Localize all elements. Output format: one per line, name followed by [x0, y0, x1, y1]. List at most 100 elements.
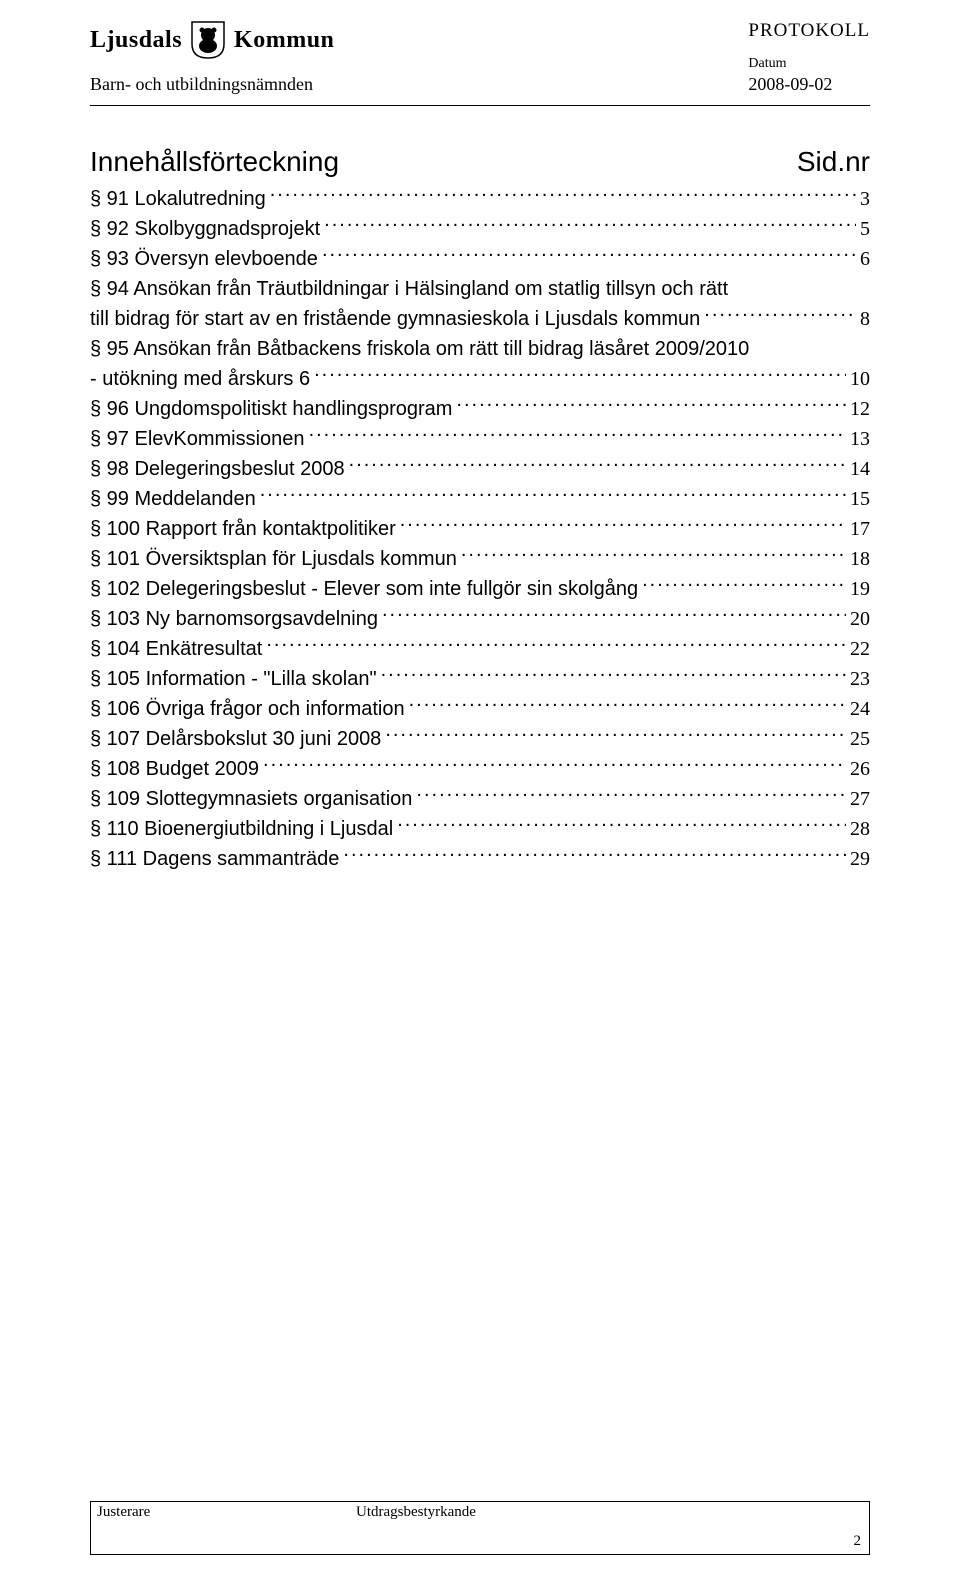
header-right-block: PROTOKOLL Datum 2008-09-02 [748, 20, 870, 95]
toc-item: § 92 Skolbyggnadsprojekt5 [90, 214, 870, 244]
toc-dot-leader [266, 635, 846, 655]
toc-dot-leader [324, 215, 856, 235]
footer-mid-label: Utdragsbestyrkande [356, 1504, 476, 1520]
footer-pagenum-cell: 2 [810, 1501, 870, 1555]
toc-item-text: § 102 Delegeringsbeslut - Elever som int… [90, 574, 638, 604]
toc-dot-leader [381, 665, 846, 685]
toc-item-page: 25 [850, 724, 870, 754]
toc-item-text: § 107 Delårsbokslut 30 juni 2008 [90, 724, 381, 754]
toc-item-page: 18 [850, 544, 870, 574]
toc-item-page: 14 [850, 454, 870, 484]
toc-dot-leader [343, 845, 846, 865]
toc-item: § 98 Delegeringsbeslut 2008 14 [90, 454, 870, 484]
page-header: Ljusdals Kommun Barn- och utbildningsnäm… [90, 20, 870, 95]
toc-dot-leader [456, 395, 846, 415]
toc-dot-leader [309, 425, 846, 445]
toc-item-text: § 108 Budget 2009 [90, 754, 259, 784]
header-left-block: Ljusdals Kommun Barn- och utbildningsnäm… [90, 20, 334, 95]
toc-item-text: § 101 Översiktsplan för Ljusdals kommun [90, 544, 457, 574]
org-name-right: Kommun [234, 27, 334, 54]
toc-item-page: 29 [850, 844, 870, 874]
toc-item: § 100 Rapport från kontaktpolitiker 17 [90, 514, 870, 544]
toc-item: - utökning med årskurs 610 [90, 364, 870, 394]
toc-item: § 105 Information - "Lilla skolan" 23 [90, 664, 870, 694]
toc-dot-leader [382, 605, 846, 625]
toc-item: § 103 Ny barnomsorgsavdelning20 [90, 604, 870, 634]
table-of-contents: Innehållsförteckning Sid.nr § 91 Lokalut… [90, 146, 870, 874]
toc-item: § 93 Översyn elevboende 6 [90, 244, 870, 274]
datum-value: 2008-09-02 [748, 74, 870, 95]
toc-item-page: 20 [850, 604, 870, 634]
toc-title: Innehållsförteckning [90, 146, 339, 178]
toc-dot-leader [270, 185, 856, 205]
toc-dot-leader [314, 365, 846, 385]
header-divider [90, 105, 870, 106]
toc-item: § 104 Enkätresultat 22 [90, 634, 870, 664]
department-name: Barn- och utbildningsnämnden [90, 74, 334, 95]
toc-item-page: 3 [860, 184, 870, 214]
bear-shield-icon [188, 20, 228, 60]
footer-left-label: Justerare [97, 1504, 150, 1520]
datum-label: Datum [748, 56, 870, 72]
toc-dot-leader [400, 515, 846, 535]
toc-item-text: till bidrag för start av en fristående g… [90, 304, 700, 334]
toc-item: § 111 Dagens sammanträde 29 [90, 844, 870, 874]
toc-item-text: § 93 Översyn elevboende [90, 244, 318, 274]
toc-item-page: 12 [850, 394, 870, 424]
toc-item: § 110 Bioenergiutbildning i Ljusdal28 [90, 814, 870, 844]
page-footer: Justerare Utdragsbestyrkande 2 [90, 1501, 870, 1555]
toc-item-page: 24 [850, 694, 870, 724]
toc-item-text: § 95 Ansökan från Båtbackens friskola om… [90, 334, 749, 364]
toc-item: § 97 ElevKommissionen 13 [90, 424, 870, 454]
toc-item-text: § 98 Delegeringsbeslut 2008 [90, 454, 345, 484]
toc-dot-leader [409, 695, 846, 715]
toc-item-page: 8 [860, 304, 870, 334]
toc-dot-leader [260, 485, 846, 505]
document-page: Ljusdals Kommun Barn- och utbildningsnäm… [0, 0, 960, 1583]
toc-item: § 101 Översiktsplan för Ljusdals kommun 1… [90, 544, 870, 574]
toc-item-text: § 96 Ungdomspolitiskt handlingsprogram [90, 394, 452, 424]
footer-utdrag-cell: Utdragsbestyrkande [350, 1501, 810, 1555]
toc-item: § 96 Ungdomspolitiskt handlingsprogram 12 [90, 394, 870, 424]
toc-item-text: § 97 ElevKommissionen [90, 424, 305, 454]
toc-item: § 102 Delegeringsbeslut - Elever som int… [90, 574, 870, 604]
toc-item-page: 15 [850, 484, 870, 514]
toc-item: § 91 Lokalutredning 3 [90, 184, 870, 214]
toc-list: § 91 Lokalutredning 3§ 92 Skolbyggnadspro… [90, 184, 870, 874]
toc-item: § 109 Slottegymnasiets organisation 27 [90, 784, 870, 814]
toc-item-text: § 100 Rapport från kontaktpolitiker [90, 514, 396, 544]
toc-title-row: Innehållsförteckning Sid.nr [90, 146, 870, 178]
toc-item: § 99 Meddelanden 15 [90, 484, 870, 514]
toc-item: § 108 Budget 200926 [90, 754, 870, 784]
footer-page-number: 2 [854, 1533, 862, 1550]
toc-item-text: § 104 Enkätresultat [90, 634, 262, 664]
toc-item-page: 13 [850, 424, 870, 454]
toc-item-page: 27 [850, 784, 870, 814]
toc-item: § 94 Ansökan från Träutbildningar i Häls… [90, 274, 870, 304]
toc-item-text: § 91 Lokalutredning [90, 184, 266, 214]
toc-dot-leader [349, 455, 846, 475]
toc-item-page: 22 [850, 634, 870, 664]
toc-item-page: 17 [850, 514, 870, 544]
toc-item-text: § 109 Slottegymnasiets organisation [90, 784, 412, 814]
toc-item-page: 6 [860, 244, 870, 274]
toc-dot-leader [322, 245, 856, 265]
toc-item-text: - utökning med årskurs 6 [90, 364, 310, 394]
toc-item-text: § 94 Ansökan från Träutbildningar i Häls… [90, 274, 728, 304]
toc-dot-leader [397, 815, 846, 835]
protokoll-label: PROTOKOLL [748, 20, 870, 42]
toc-item: § 107 Delårsbokslut 30 juni 2008 25 [90, 724, 870, 754]
toc-item-text: § 106 Övriga frågor och information [90, 694, 405, 724]
toc-item: till bidrag för start av en fristående g… [90, 304, 870, 334]
toc-item-text: § 111 Dagens sammanträde [90, 844, 339, 874]
toc-dot-leader [263, 755, 846, 775]
toc-item: § 106 Övriga frågor och information 24 [90, 694, 870, 724]
org-logo-row: Ljusdals Kommun [90, 20, 334, 60]
toc-item-page: 23 [850, 664, 870, 694]
toc-item-text: § 110 Bioenergiutbildning i Ljusdal [90, 814, 393, 844]
toc-item-text: § 105 Information - "Lilla skolan" [90, 664, 377, 694]
toc-dot-leader [385, 725, 846, 745]
toc-dot-leader [461, 545, 846, 565]
toc-dot-leader [704, 305, 856, 325]
toc-item-text: § 99 Meddelanden [90, 484, 256, 514]
